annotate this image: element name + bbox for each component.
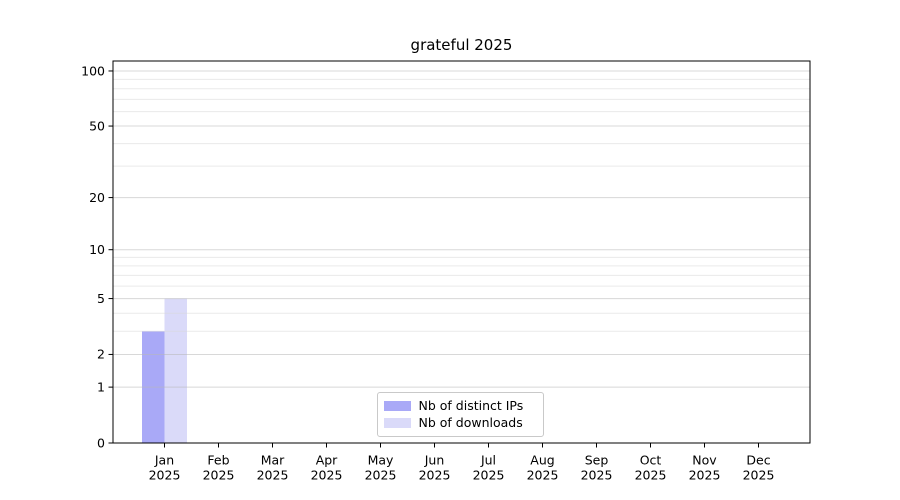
x-tick-label-month: Mar	[261, 453, 285, 468]
gridlines-major	[113, 70, 810, 388]
x-tick-label-month: Jun	[424, 453, 445, 468]
y-tick-label: 10	[89, 242, 105, 257]
x-tick-label-year: 2025	[203, 468, 235, 483]
legend-item-distinct-ips: Nb of distinct IPs	[384, 397, 537, 413]
x-tick-label-month: Feb	[207, 453, 229, 468]
x-tick-label-month: May	[368, 453, 394, 468]
x-tick-label-year: 2025	[149, 468, 181, 483]
x-tick-label-month: Oct	[640, 453, 662, 468]
x-tick-label-year: 2025	[419, 468, 451, 483]
x-tick-label-month: Apr	[316, 453, 338, 468]
x-tick-label-month: Aug	[530, 453, 554, 468]
chart-title: grateful 2025	[410, 36, 513, 54]
x-tick-label-year: 2025	[689, 468, 721, 483]
legend-swatch-downloads	[384, 418, 411, 428]
y-tick-label: 100	[81, 63, 105, 78]
x-tick-label-year: 2025	[635, 468, 667, 483]
legend-item-downloads: Nb of downloads	[384, 414, 537, 430]
x-axis: Jan2025Feb2025Mar2025Apr2025May2025Jun20…	[149, 443, 775, 483]
x-tick-label-month: Dec	[746, 453, 770, 468]
x-tick-label-year: 2025	[527, 468, 559, 483]
x-tick-label-month: Jul	[480, 453, 496, 468]
legend-swatch-distinct-ips	[384, 401, 411, 411]
x-tick-label-month: Jan	[154, 453, 174, 468]
y-tick-label: 1	[97, 379, 105, 394]
x-tick-label-year: 2025	[743, 468, 775, 483]
legend-label-distinct-ips: Nb of distinct IPs	[418, 397, 524, 413]
legend-label-downloads: Nb of downloads	[418, 414, 523, 430]
x-tick-label-year: 2025	[473, 468, 505, 483]
bar-jan-downloads	[164, 298, 187, 443]
x-tick-label-month: Nov	[692, 453, 717, 468]
x-tick-label-year: 2025	[365, 468, 397, 483]
bars	[142, 298, 187, 443]
x-tick-label-year: 2025	[257, 468, 289, 483]
legend: Nb of distinct IPs Nb of downloads	[377, 392, 544, 437]
plot-frame	[112, 60, 811, 444]
y-tick-label: 20	[89, 190, 105, 205]
y-axis: 0 1 2 5 10 20 50 100	[81, 63, 113, 450]
y-tick-label: 0	[97, 435, 105, 450]
y-tick-label: 5	[97, 291, 105, 306]
x-tick-label-year: 2025	[311, 468, 343, 483]
y-tick-label: 2	[97, 347, 105, 362]
y-tick-label: 50	[89, 118, 105, 133]
x-tick-label-year: 2025	[581, 468, 613, 483]
x-tick-label-month: Sep	[585, 453, 609, 468]
gridlines-minor	[113, 78, 810, 332]
